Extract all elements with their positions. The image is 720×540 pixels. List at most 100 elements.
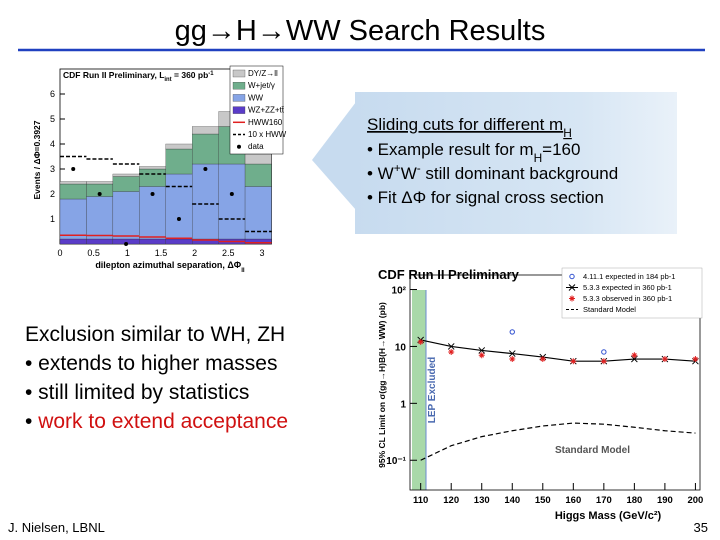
x-tick-label: 160 — [565, 495, 581, 506]
marker-x — [478, 347, 486, 354]
annotation: LEP Excluded — [427, 357, 438, 424]
callout-bullet: • Fit ΔΦ for signal cross section — [367, 188, 604, 207]
stack-segment — [165, 173, 193, 240]
x-tick-label: 140 — [504, 495, 520, 506]
slide-title: gg→H→WW Search Results — [175, 15, 546, 47]
chart-title-part: int — [164, 77, 171, 83]
x-tick-label: 130 — [474, 495, 490, 506]
stack-segment — [86, 238, 114, 245]
stack-segment — [86, 181, 114, 185]
x-axis-label-part: ll — [241, 267, 245, 274]
callout-bullet-part: =160 — [542, 140, 580, 159]
legend-label: WW — [248, 93, 264, 102]
legend-swatch — [232, 106, 246, 114]
x-tick-label: 2.5 — [222, 248, 235, 258]
summary-bullet: • extends to higher masses — [25, 352, 277, 375]
stack-segment — [59, 181, 87, 185]
y-tick-label: 2 — [50, 189, 55, 199]
stack-segment — [112, 191, 140, 240]
stack-segment — [139, 238, 166, 245]
legend-swatch — [232, 82, 246, 90]
x-tick-label: 200 — [687, 495, 703, 506]
legend-swatch — [232, 69, 246, 78]
y-tick-label: 3 — [50, 164, 55, 174]
legend-label: 4.11.1 expected in 184 pb-1 — [583, 272, 675, 281]
callout-bullet: • W+W- still dominant background — [367, 161, 618, 183]
x-tick-label: 180 — [626, 495, 642, 506]
marker-star — [539, 356, 546, 363]
legend-box — [561, 267, 703, 319]
stack-segment — [112, 176, 140, 192]
marker-circle — [569, 273, 575, 280]
legend-swatch — [237, 144, 241, 149]
legend-label: 10 x HWW — [248, 130, 287, 139]
data-point — [97, 192, 102, 196]
legend-label: WZ+ZZ+tt̄ — [248, 106, 285, 115]
callout-bullet-part: still dominant background — [421, 164, 619, 183]
series-line — [420, 422, 696, 461]
callout-bullet-part: W — [401, 164, 417, 183]
x-tick-label: 110 — [413, 495, 428, 506]
stack-segment — [244, 163, 272, 187]
plot-area — [409, 274, 701, 491]
x-tick-label: 170 — [596, 495, 612, 506]
marker-star — [600, 358, 607, 365]
marker-star — [569, 295, 575, 302]
data-point — [229, 192, 234, 196]
summary-bullet: • work to extend acceptance — [25, 410, 288, 433]
summary-bullet-part: • — [25, 410, 38, 433]
y-tick-label: 6 — [50, 89, 55, 99]
x-axis-label-part: dilepton azimuthal separation, ΔΦ — [95, 260, 241, 270]
legend-swatch — [232, 94, 246, 102]
x-tick-label: 1.5 — [155, 248, 168, 258]
stack-segment — [244, 153, 272, 165]
callout-bullet-part: • Example result for m — [367, 140, 534, 159]
data-point — [203, 167, 208, 171]
annotation: Standard Model — [555, 445, 630, 456]
y-tick-label: 4 — [50, 139, 55, 149]
callout-pointer — [312, 102, 356, 210]
data-point — [176, 217, 181, 221]
callout-bullet: • Example result for mH=160 — [367, 140, 580, 165]
chart-title-part: CDF Run II Preliminary, L — [63, 70, 164, 80]
summary-heading: Exclusion similar to WH, ZH — [25, 323, 285, 346]
stack-segment — [192, 163, 219, 240]
callout-bullet-part: • W — [367, 164, 394, 183]
marker-star — [631, 352, 638, 359]
chart-title: CDF Run II Preliminary — [378, 267, 520, 282]
data-point — [71, 167, 76, 171]
callout-bullet-part: - — [417, 161, 421, 175]
x-tick-label: 0.5 — [87, 248, 100, 258]
page-number: 35 — [694, 520, 708, 535]
y-axis-label: Events / ΔΦ=0.3927 — [32, 120, 42, 199]
y-tick-label: 10 — [395, 342, 407, 353]
legend-label: data — [248, 142, 264, 151]
x-axis-label: dilepton azimuthal separation, ΔΦll — [95, 260, 245, 274]
data-point — [124, 242, 129, 246]
marker-star — [448, 348, 455, 355]
legend-label: 5.3.3 expected in 360 pb-1 — [583, 283, 672, 292]
marker-x — [508, 350, 516, 357]
stack-segment — [112, 173, 140, 177]
marker-star — [570, 358, 577, 365]
marker-star — [478, 352, 485, 359]
marker-star — [661, 356, 668, 363]
legend-label: DY/Z→ll — [248, 69, 278, 78]
stack-segment — [139, 166, 166, 170]
stack-segment — [165, 238, 193, 245]
legend-label: W+jet/γ — [248, 81, 275, 90]
marker-circle — [509, 329, 515, 335]
legend-label: Standard Model — [583, 305, 636, 314]
callout-heading: Sliding cuts for different mH — [367, 115, 572, 140]
marker-star — [509, 356, 516, 363]
marker-star — [417, 338, 424, 345]
y-tick-label: 1 — [50, 214, 55, 224]
summary-bullet: • still limited by statistics — [25, 381, 249, 404]
y-axis-label: 95% CL Limit on σ(gg→H)B(H→WW) (pb) — [377, 302, 387, 468]
stack-segment — [192, 126, 219, 135]
x-tick-label: 1 — [125, 248, 130, 258]
legend-label: 5.3.3 observed in 360 pb-1 — [583, 294, 672, 303]
stack-segment — [165, 148, 193, 175]
stack-segment — [86, 196, 114, 240]
